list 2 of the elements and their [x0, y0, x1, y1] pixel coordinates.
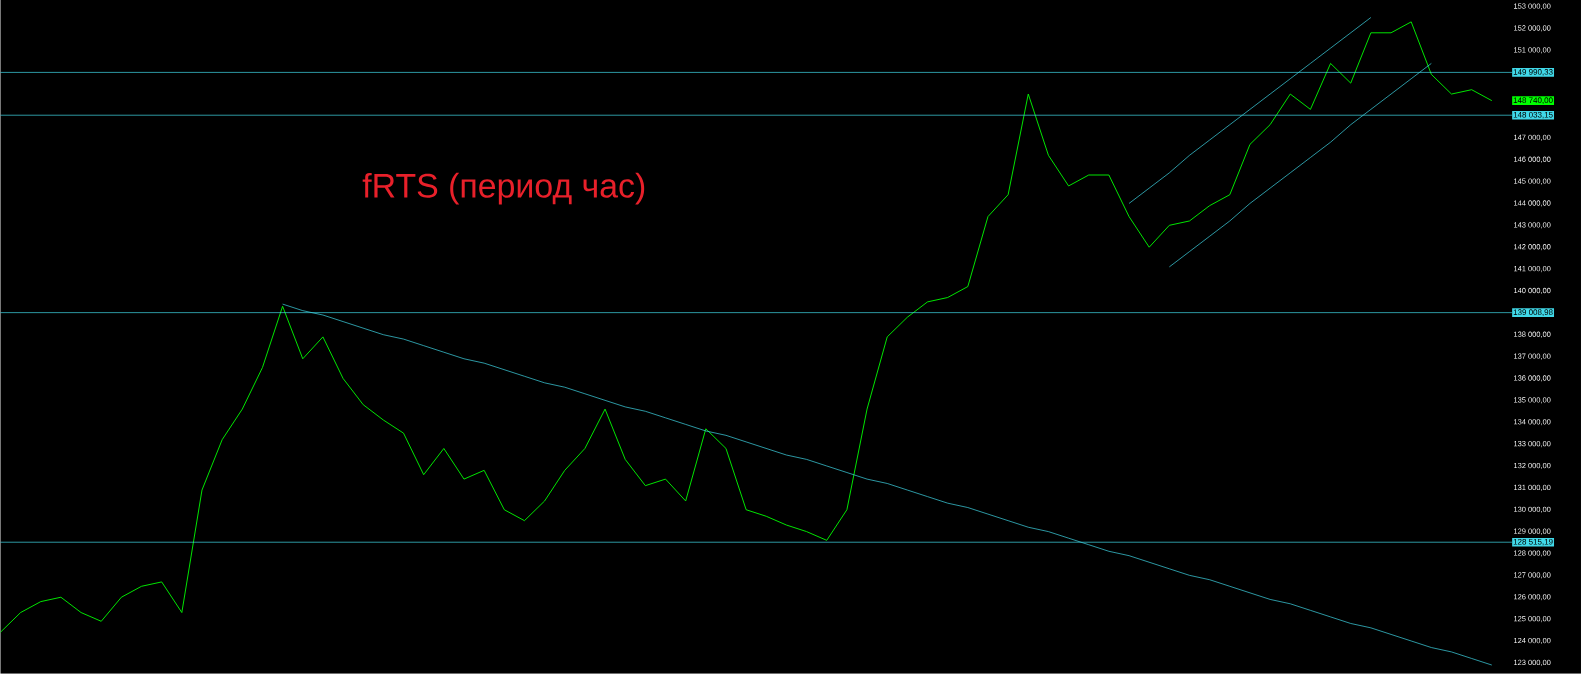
line-series — [0, 21, 1493, 633]
text: fRTS (период час) — [362, 172, 645, 205]
